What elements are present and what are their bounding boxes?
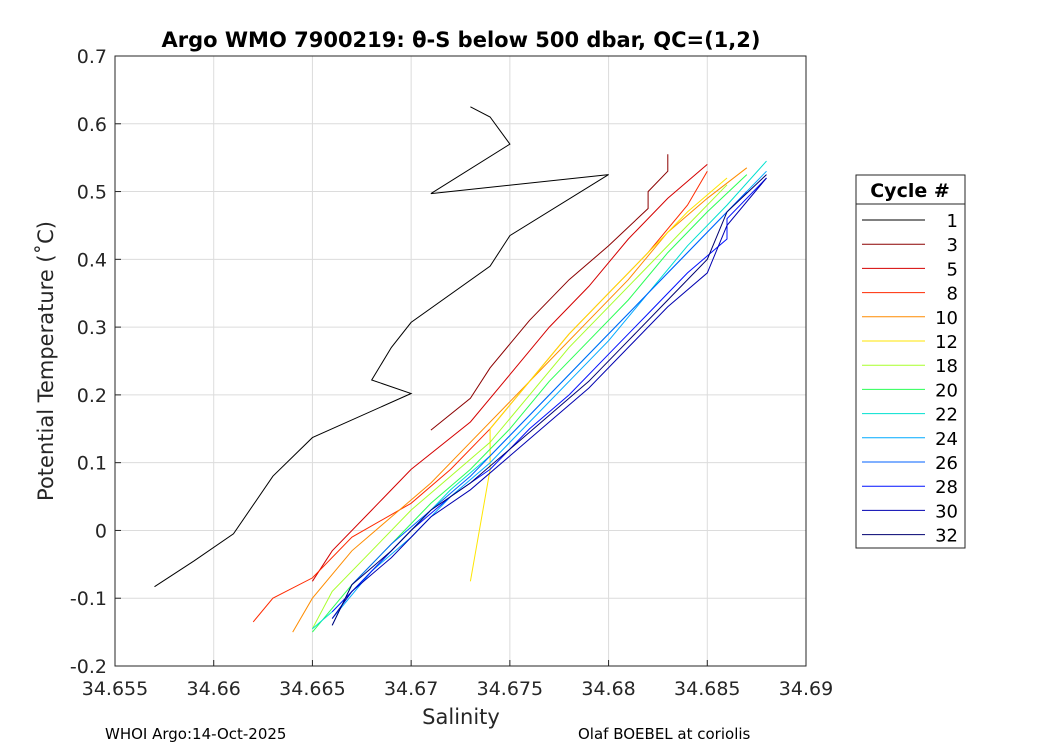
y-tick-label: 0.5 [77, 182, 107, 204]
y-tick-label: -0.1 [70, 588, 107, 610]
series-line-cycle-30 [331, 177, 767, 619]
footer-right: Olaf BOEBEL at coriolis [578, 725, 751, 743]
legend-label-cycle-3: 3 [947, 235, 958, 256]
y-tick-label: -0.2 [70, 656, 107, 678]
legend-label-cycle-8: 8 [947, 284, 958, 305]
series-line-cycle-1 [154, 106, 609, 588]
legend-label-cycle-24: 24 [935, 429, 958, 450]
legend-label-cycle-5: 5 [947, 259, 958, 280]
series-line-cycle-32 [331, 174, 767, 626]
series-group [154, 106, 767, 633]
y-tick-label: 0.2 [77, 385, 107, 407]
legend-label-cycle-18: 18 [935, 356, 958, 377]
x-tick-label: 34.665 [279, 678, 345, 700]
series-line-cycle-18 [311, 184, 728, 629]
x-tick-label: 34.655 [82, 678, 148, 700]
legend-title: Cycle # [870, 180, 950, 202]
legend-label-cycle-12: 12 [935, 332, 958, 353]
y-axis-label: Potential Temperature (˚C) [34, 221, 58, 501]
x-tick-label: 34.675 [477, 678, 543, 700]
legend-items: 1 3 5 8 10 12 18 20 22 24 26 28 30 32 [862, 211, 958, 547]
tick-labels: 34.655 34.66 34.665 34.67 34.675 34.68 34.685 3… [70, 46, 833, 700]
y-tick-label: 0.3 [77, 317, 107, 339]
x-tick-label: 34.685 [674, 678, 740, 700]
series-line-cycle-5 [311, 164, 708, 582]
plot-area [115, 56, 806, 666]
legend: Cycle # 1 3 5 8 10 12 18 20 22 24 26 28 30 32 [855, 174, 966, 549]
legend-label-cycle-30: 30 [935, 501, 958, 522]
legend-label-cycle-32: 32 [935, 526, 958, 547]
series-line-cycle-3 [430, 154, 669, 431]
y-tick-label: 0.6 [77, 114, 107, 136]
x-tick-label: 34.69 [779, 678, 833, 700]
y-tick-label: 0.4 [77, 249, 107, 271]
legend-label-cycle-28: 28 [935, 477, 958, 498]
x-tick-label: 34.68 [581, 678, 635, 700]
x-tick-label: 34.67 [384, 678, 438, 700]
x-axis-label: Salinity [422, 705, 500, 729]
chart-title: Argo WMO 7900219: θ-S below 500 dbar, QC… [162, 28, 761, 52]
footer-left: WHOI Argo:14-Oct-2025 [105, 725, 287, 743]
legend-label-cycle-20: 20 [935, 380, 958, 401]
plot-frame [114, 55, 807, 667]
y-tick-label: 0.7 [77, 46, 107, 68]
y-tick-label: 0.1 [77, 453, 107, 475]
legend-label-cycle-22: 22 [935, 405, 958, 426]
legend-label-cycle-1: 1 [947, 211, 958, 232]
legend-label-cycle-26: 26 [935, 453, 958, 474]
y-tick-label: 0 [95, 520, 107, 542]
legend-label-cycle-10: 10 [935, 308, 958, 329]
series-line-cycle-26 [331, 191, 748, 626]
x-tick-label: 34.66 [187, 678, 241, 700]
